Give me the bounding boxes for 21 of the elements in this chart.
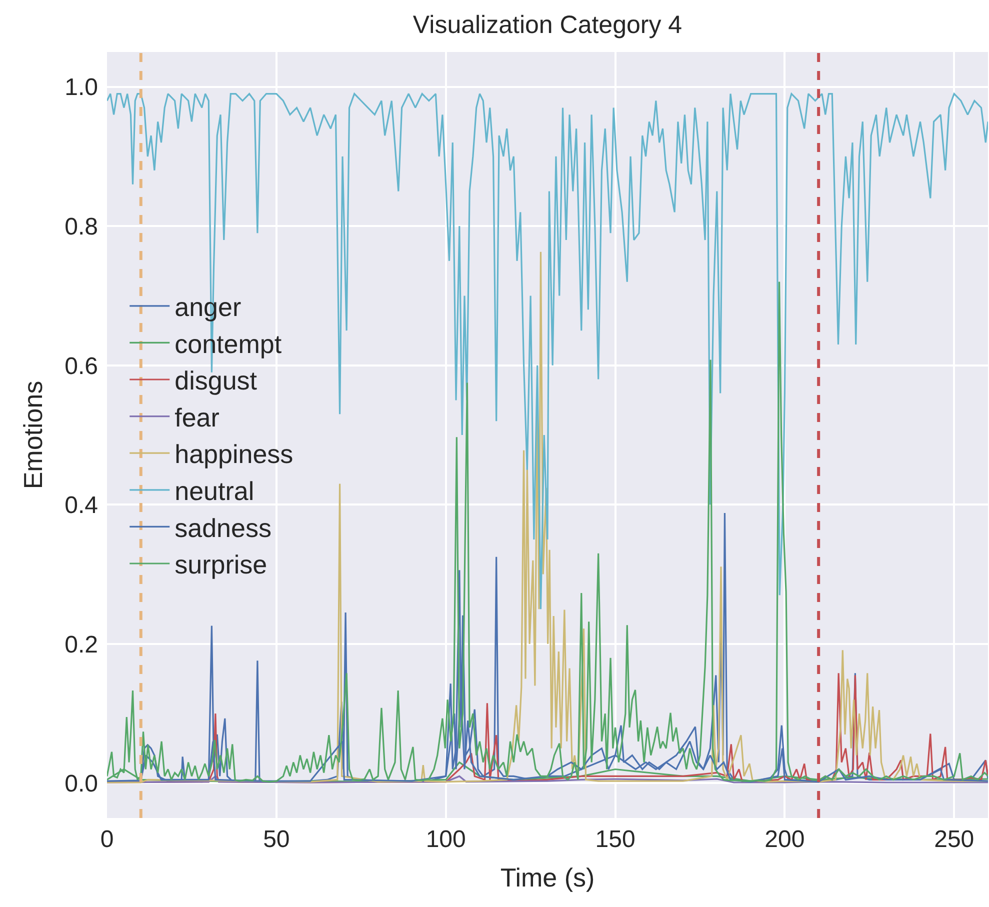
y-tick-label: 0.4	[64, 492, 98, 520]
y-tick-label: 0.2	[64, 631, 98, 658]
y-axis-title: Emotions	[18, 380, 48, 490]
x-tick-label: 250	[934, 826, 974, 853]
x-tick-label: 200	[764, 826, 805, 853]
legend-label: disgust	[174, 366, 258, 396]
x-axis-title: Time (s)	[500, 862, 595, 893]
legend-label: neutral	[174, 476, 254, 506]
legend-label: surprise	[174, 550, 268, 580]
y-tick-label: 0.0	[64, 770, 98, 798]
y-tick-label: 0.6	[64, 352, 98, 380]
y-tick-label: 0.8	[64, 213, 98, 240]
legend-label: fear	[174, 402, 220, 432]
chart-title: Visualization Category 4	[412, 10, 682, 39]
x-tick-label: 150	[595, 826, 636, 853]
x-tick-label: 100	[426, 826, 466, 853]
x-tick-label: 0	[100, 826, 114, 853]
x-tick-label: 50	[263, 826, 290, 853]
legend-label: sadness	[174, 512, 272, 543]
legend-label: happiness	[174, 439, 294, 470]
y-tick-label: 1.0	[64, 74, 98, 102]
